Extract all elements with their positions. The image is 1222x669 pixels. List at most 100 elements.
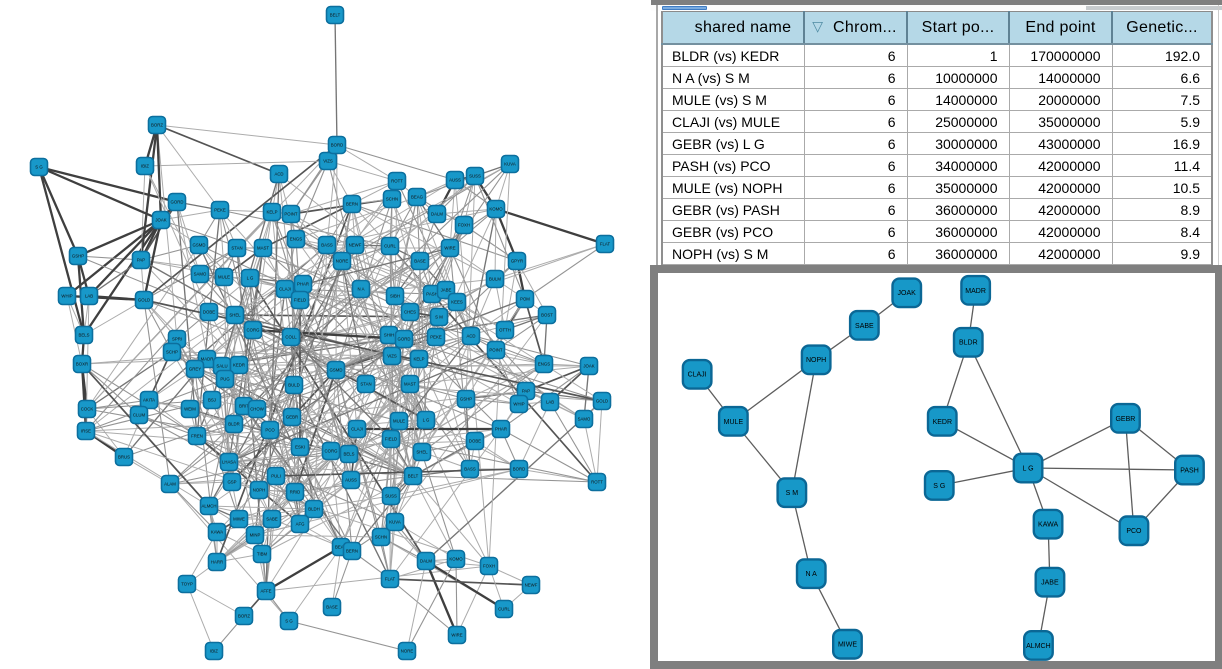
svg-text:BSJ: BSJ — [208, 398, 216, 403]
svg-text:BORZ: BORZ — [151, 123, 163, 128]
svg-text:KELP: KELP — [414, 357, 425, 362]
svg-text:MULE: MULE — [724, 419, 744, 426]
svg-text:BLDR: BLDR — [959, 340, 978, 347]
svg-text:BRIT: BRIT — [239, 404, 249, 409]
svg-text:BORZ: BORZ — [238, 614, 250, 619]
svg-text:L G: L G — [423, 418, 430, 423]
svg-text:POINT: POINT — [489, 348, 503, 353]
svg-text:SAMO: SAMO — [194, 272, 207, 277]
svg-text:N A: N A — [806, 571, 818, 578]
svg-text:NORE: NORE — [401, 649, 414, 654]
svg-text:KEES: KEES — [451, 300, 463, 305]
svg-text:KEDR: KEDR — [933, 419, 952, 426]
svg-text:LAB: LAB — [546, 400, 554, 405]
svg-text:JABE: JABE — [1041, 580, 1059, 587]
svg-text:BOXR: BOXR — [76, 362, 88, 367]
svg-text:N A: N A — [358, 287, 365, 292]
svg-text:SIBH: SIBH — [390, 294, 400, 299]
svg-text:MAST: MAST — [404, 382, 416, 387]
svg-text:IBIZ: IBIZ — [210, 649, 218, 654]
svg-text:HARR: HARR — [211, 560, 223, 565]
svg-text:DOBE: DOBE — [203, 310, 215, 315]
svg-text:FLAT: FLAT — [600, 242, 611, 247]
svg-text:MIWE: MIWE — [838, 642, 857, 649]
svg-text:WIRE: WIRE — [451, 633, 462, 638]
svg-text:BASE: BASE — [326, 605, 338, 610]
svg-text:PCO: PCO — [1126, 528, 1142, 535]
svg-text:MULE: MULE — [393, 419, 405, 424]
svg-text:MAST: MAST — [257, 246, 269, 251]
svg-text:SABE: SABE — [855, 323, 874, 330]
svg-text:WHIP: WHIP — [61, 294, 72, 299]
svg-text:S M: S M — [786, 490, 799, 497]
svg-text:MIWE: MIWE — [233, 517, 245, 522]
svg-text:BERN: BERN — [346, 549, 358, 554]
svg-text:GORD: GORD — [171, 200, 184, 205]
svg-text:FOXH: FOXH — [483, 564, 495, 569]
svg-text:SHIH: SHIH — [384, 333, 394, 338]
svg-text:FIELD: FIELD — [294, 298, 306, 303]
svg-text:GOLD: GOLD — [138, 298, 150, 303]
svg-text:GPYR: GPYR — [511, 259, 523, 264]
svg-text:BORD: BORD — [513, 467, 525, 472]
svg-text:RRID: RRID — [290, 490, 301, 495]
svg-text:AUSS: AUSS — [449, 178, 461, 183]
svg-text:JOAK: JOAK — [898, 290, 917, 297]
svg-text:FREN: FREN — [191, 434, 203, 439]
svg-text:ESKI: ESKI — [295, 445, 305, 450]
svg-text:ACD: ACD — [466, 334, 475, 339]
svg-text:AFFE: AFFE — [261, 589, 272, 594]
svg-text:PEKE: PEKE — [214, 208, 226, 213]
svg-text:STAN: STAN — [360, 382, 371, 387]
svg-text:PHAR: PHAR — [495, 427, 507, 432]
svg-text:BLDH: BLDH — [308, 507, 319, 512]
svg-text:PHAR: PHAR — [297, 282, 309, 287]
svg-text:SALU: SALU — [216, 364, 227, 369]
svg-text:SHEL: SHEL — [229, 313, 241, 318]
svg-text:CURL: CURL — [384, 244, 396, 249]
svg-text:PASH: PASH — [1180, 467, 1199, 474]
svg-text:SUSS: SUSS — [385, 494, 397, 499]
svg-text:LHASA: LHASA — [222, 460, 236, 465]
svg-text:BORD: BORD — [331, 143, 343, 148]
svg-text:DALM: DALM — [431, 212, 443, 217]
svg-text:L G: L G — [247, 276, 254, 281]
svg-text:NOPH: NOPH — [253, 488, 265, 493]
svg-text:IBIZ: IBIZ — [141, 164, 149, 169]
svg-text:FIELD: FIELD — [385, 437, 397, 442]
svg-text:MADR: MADR — [201, 357, 214, 362]
svg-text:BELS: BELS — [344, 452, 355, 457]
svg-text:ALMCH: ALMCH — [201, 504, 216, 509]
svg-text:BELS: BELS — [79, 333, 90, 338]
svg-text:SAMO: SAMO — [578, 417, 591, 422]
svg-text:TOYP: TOYP — [181, 582, 193, 587]
svg-text:ROTT: ROTT — [391, 179, 403, 184]
svg-text:BELT: BELT — [408, 474, 419, 479]
svg-text:KUVA: KUVA — [504, 162, 516, 167]
svg-text:GREY: GREY — [189, 367, 201, 372]
svg-text:SUSS: SUSS — [469, 174, 481, 179]
svg-text:NOPH: NOPH — [806, 357, 826, 364]
svg-text:JABE: JABE — [441, 288, 452, 293]
svg-text:CORG: CORG — [247, 328, 261, 333]
svg-text:GSP: GSP — [227, 480, 236, 485]
svg-text:BOST: BOST — [541, 313, 553, 318]
svg-text:BULM: BULM — [489, 277, 501, 282]
svg-text:SCHN: SCHN — [386, 197, 398, 202]
svg-text:CLAJI: CLAJI — [279, 287, 291, 292]
svg-text:S G: S G — [35, 165, 43, 170]
svg-text:NORE: NORE — [336, 259, 349, 264]
svg-text:FOXH: FOXH — [458, 223, 470, 228]
svg-text:CLAJI: CLAJI — [688, 372, 707, 379]
svg-text:PAP: PAP — [522, 389, 530, 394]
svg-text:DALM: DALM — [420, 559, 432, 564]
svg-text:KELP: KELP — [267, 210, 278, 215]
svg-text:IRSE: IRSE — [81, 429, 91, 434]
svg-text:GSHP: GSHP — [72, 254, 84, 259]
svg-text:BASE: BASE — [414, 259, 426, 264]
svg-text:SABE: SABE — [266, 517, 278, 522]
svg-text:FLAT: FLAT — [385, 577, 396, 582]
svg-text:GSHP: GSHP — [460, 397, 472, 402]
svg-text:BERN: BERN — [346, 202, 358, 207]
svg-text:POM: POM — [520, 297, 530, 302]
